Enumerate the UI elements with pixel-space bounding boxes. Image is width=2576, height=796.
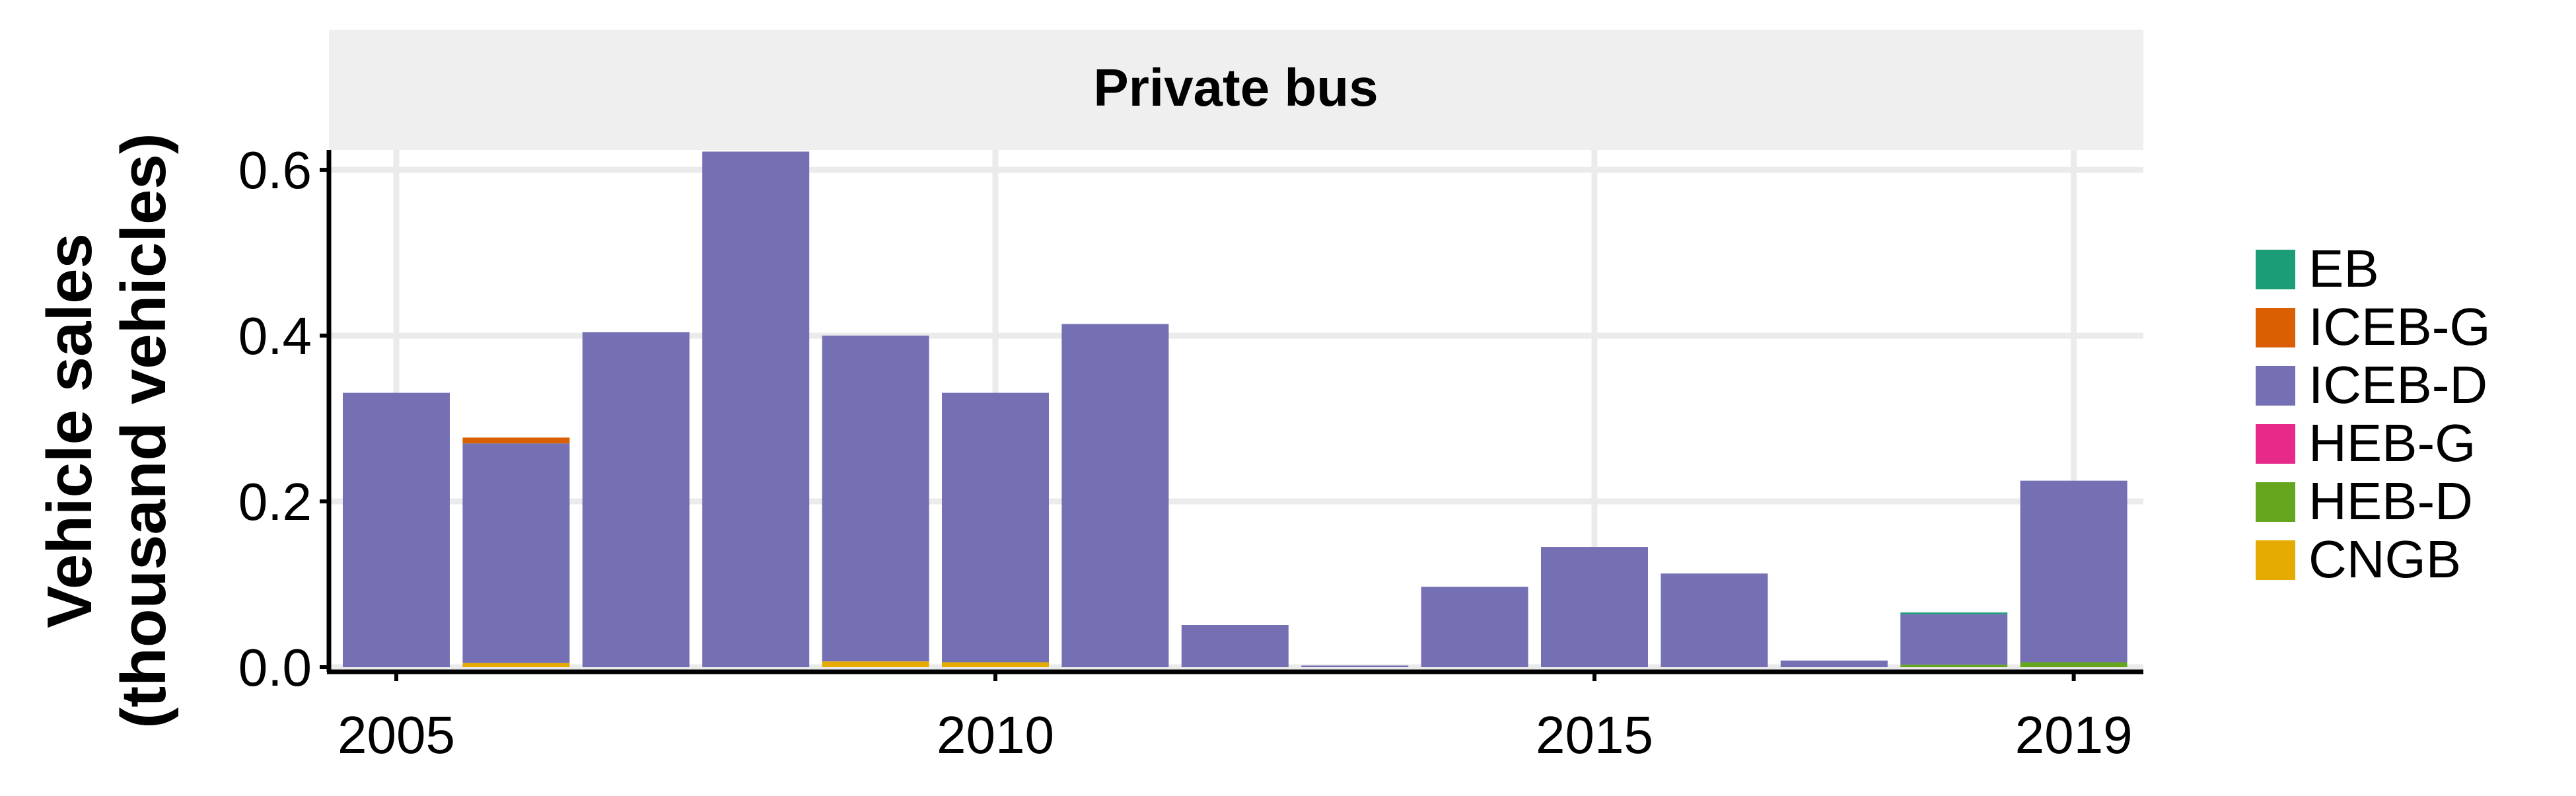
facet-strip-title: Private bus <box>1093 58 1378 117</box>
x-tick-labels: 2005 2010 2015 2019 <box>338 706 2133 764</box>
legend-label-eb: EB <box>2308 239 2379 298</box>
bar-iceb-d-2006 <box>462 443 570 663</box>
bar-iceb-d-2014 <box>1421 587 1528 667</box>
bar-iceb-d-2011 <box>1061 324 1169 667</box>
bar-iceb-d-2016 <box>1661 573 1768 667</box>
bar-iceb-g-2006 <box>462 437 570 444</box>
legend-key-heb-g <box>2256 424 2295 464</box>
x-tick-label: 2010 <box>937 706 1054 764</box>
bar-iceb-d-2017 <box>1780 660 1888 667</box>
legend-label-iceb-d: ICEB-D <box>2308 355 2487 414</box>
bar-eb-2018 <box>1900 612 2008 614</box>
y-tick-label: 0.4 <box>238 307 312 365</box>
y-axis-title: Vehicle sales (thousand vehicles) <box>34 133 179 729</box>
bar-iceb-d-2019 <box>2020 480 2128 663</box>
y-tick-label: 0.2 <box>238 472 312 531</box>
facet-strip <box>329 30 2143 150</box>
bar-heb-d-2019 <box>2020 662 2128 667</box>
y-tick-label: 0.0 <box>238 638 312 697</box>
y-tick-label: 0.6 <box>238 141 312 199</box>
y-axis-title-line-2: (thousand vehicles) <box>108 133 179 729</box>
bar-iceb-d-2012 <box>1181 625 1289 667</box>
y-tick-labels: 0.0 0.2 0.4 0.6 <box>238 141 312 697</box>
bar-iceb-d-2009 <box>822 336 929 662</box>
legend-label-iceb-g: ICEB-G <box>2308 297 2491 356</box>
bar-cngb-2009 <box>822 661 929 667</box>
bar-iceb-d-2018 <box>1900 614 2008 665</box>
bar-cngb-2006 <box>462 663 570 667</box>
x-tick-label: 2019 <box>2015 706 2133 764</box>
legend-key-cngb <box>2256 540 2295 580</box>
bar-iceb-d-2015 <box>1541 547 1648 667</box>
bar-iceb-d-2010 <box>942 392 1049 663</box>
legend-key-eb <box>2256 250 2295 289</box>
bar-iceb-d-2007 <box>582 332 690 667</box>
bar-iceb-d-2013 <box>1301 665 1409 667</box>
legend-label-cngb: CNGB <box>2308 530 2461 589</box>
legend-label-heb-d: HEB-D <box>2308 472 2473 530</box>
legend-key-iceb-d <box>2256 366 2295 406</box>
y-axis-title-line-1: Vehicle sales <box>34 233 105 628</box>
bar-cngb-2010 <box>942 662 1049 667</box>
x-tick-label: 2015 <box>1536 706 1653 764</box>
legend-key-iceb-g <box>2256 308 2295 347</box>
axes-group <box>320 150 2143 681</box>
bar-iceb-d-2005 <box>343 392 450 667</box>
x-tick-label: 2005 <box>338 706 455 764</box>
legend-key-heb-d <box>2256 482 2295 522</box>
bars-group <box>343 151 2128 667</box>
legend-label-heb-g: HEB-G <box>2308 414 2476 472</box>
bar-iceb-d-2008 <box>702 151 810 667</box>
bar-heb-d-2018 <box>1900 665 2008 667</box>
